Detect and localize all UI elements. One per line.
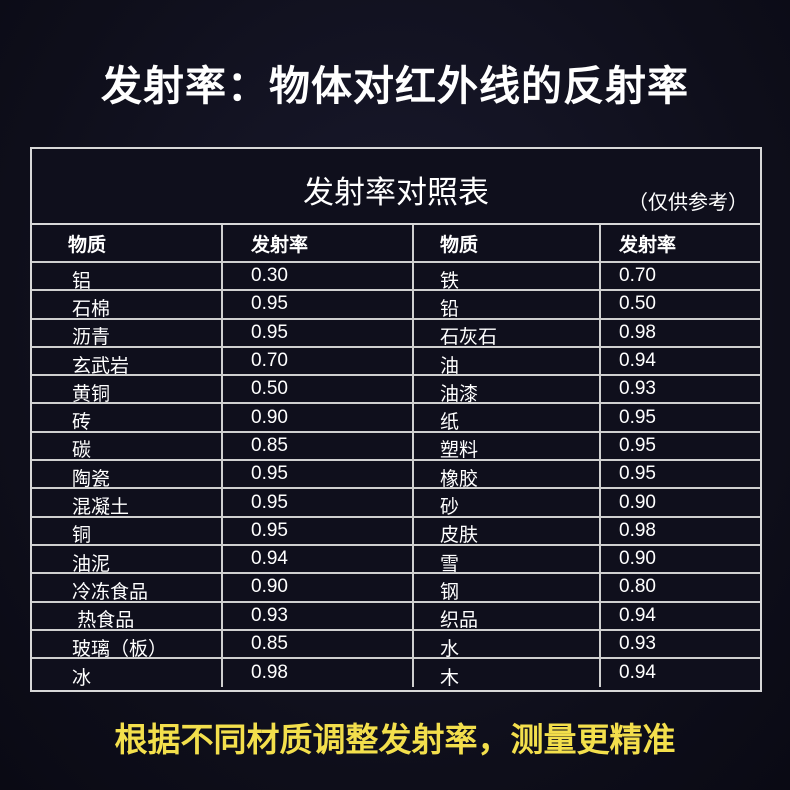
headline: 发射率：物体对红外线的反射率 (101, 63, 689, 109)
emissivity-cell: 0.95 (223, 489, 414, 516)
material-cell: 冰 (32, 659, 223, 689)
material-cell: 油漆 (414, 376, 601, 405)
emissivity-cell: 0.94 (223, 545, 414, 573)
table-row: 玻璃（板） 0.85 水 0.93 (32, 630, 760, 660)
material-cell: 塑料 (414, 432, 601, 461)
emissivity-table: 发射率对照表 （仅供参考） 物质 发射率 物质 发射率 铝 0.30 铁 0.70 石棉… (30, 147, 762, 692)
emissivity-cell: 0.80 (619, 576, 656, 598)
material-cell: 铜 (32, 517, 223, 546)
emissivity-cell: 0.30 (223, 263, 414, 290)
emissivity-cell: 0.95 (223, 291, 414, 318)
material-cell: 石灰石 (414, 319, 601, 348)
emissivity-cell: 0.90 (619, 548, 656, 570)
material-cell: 油 (414, 347, 601, 377)
material-cell: 碳 (32, 432, 223, 461)
table-header-row: 物质 发射率 物质 发射率 (32, 225, 760, 263)
material-cell: 钢 (414, 574, 601, 603)
header-emissivity-1: 发射率 (223, 225, 414, 261)
table-title: 发射率对照表 (303, 175, 489, 210)
emissivity-cell: 0.50 (223, 376, 414, 403)
material-cell: 木 (414, 659, 601, 689)
emissivity-cell: 0.94 (619, 662, 656, 684)
emissivity-cell: 0.90 (619, 491, 656, 513)
material-cell: 织品 (414, 602, 601, 631)
emissivity-cell: 0.95 (223, 319, 414, 346)
material-cell: 铅 (414, 291, 601, 320)
emissivity-cell: 0.95 (223, 517, 414, 544)
emissivity-cell: 0.95 (223, 461, 414, 488)
table-row: 沥青 0.95 石灰石 0.98 (32, 319, 760, 348)
material-cell: 铝 (32, 263, 223, 292)
emissivity-cell: 0.50 (619, 293, 656, 315)
emissivity-cell: 0.93 (619, 633, 656, 654)
material-cell: 热食品 (32, 602, 223, 631)
table-row: 玄武岩 0.70 油 0.94 (32, 347, 760, 377)
emissivity-cell: 0.85 (223, 432, 414, 460)
emissivity-cell: 0.95 (619, 463, 656, 485)
table-row: 碳 0.85 塑料 0.95 (32, 432, 760, 461)
emissivity-cell: 0.93 (223, 602, 414, 629)
material-cell: 混凝土 (32, 489, 223, 518)
emissivity-cell: 0.95 (619, 406, 656, 428)
material-cell: 玻璃（板） (32, 630, 223, 660)
table-row: 冰 0.98 木 0.94 (32, 659, 760, 689)
table-grid: 物质 发射率 物质 发射率 铝 0.30 铁 0.70 石棉 0.95 铅 0.50 沥青 0.9… (32, 225, 760, 689)
table-row: 砖 0.90 纸 0.95 (32, 404, 760, 433)
table-row: 铜 0.95 皮肤 0.98 (32, 517, 760, 546)
material-cell: 石棉 (32, 291, 223, 320)
header-material-2: 物质 (414, 225, 601, 261)
material-cell: 砂 (414, 489, 601, 518)
table-title-row: 发射率对照表 （仅供参考） (32, 149, 760, 225)
table-note: （仅供参考） (628, 192, 748, 214)
table-row: 黄铜 0.50 油漆 0.93 (32, 376, 760, 405)
table-row: 石棉 0.95 铅 0.50 (32, 291, 760, 320)
table-row: 铝 0.30 铁 0.70 (32, 263, 760, 292)
material-cell: 纸 (414, 404, 601, 433)
material-cell: 冷冻食品 (32, 574, 223, 603)
emissivity-cell: 0.95 (619, 434, 656, 456)
material-cell: 油泥 (32, 545, 223, 575)
material-cell: 雪 (414, 545, 601, 575)
emissivity-cell: 0.93 (619, 378, 656, 400)
material-cell: 橡胶 (414, 461, 601, 490)
table-row: 混凝土 0.95 砂 0.90 (32, 489, 760, 518)
material-cell: 陶瓷 (32, 461, 223, 490)
material-cell: 水 (414, 630, 601, 660)
emissivity-cell: 0.70 (619, 265, 656, 287)
emissivity-cell: 0.90 (223, 574, 414, 601)
emissivity-cell: 0.98 (619, 519, 656, 541)
table-row: 油泥 0.94 雪 0.90 (32, 545, 760, 575)
material-cell: 黄铜 (32, 376, 223, 405)
emissivity-cell: 0.98 (223, 659, 414, 688)
emissivity-cell: 0.90 (223, 404, 414, 431)
table-row: 冷冻食品 0.90 钢 0.80 (32, 574, 760, 603)
emissivity-cell: 0.85 (223, 630, 414, 658)
table-row: 热食品 0.93 织品 0.94 (32, 602, 760, 631)
footer-slogan: 根据不同材质调整发射率，测量更精准 (114, 721, 676, 758)
material-cell: 沥青 (32, 319, 223, 348)
emissivity-cell: 0.94 (619, 604, 656, 626)
header-emissivity-2: 发射率 (619, 234, 677, 256)
material-cell: 砖 (32, 404, 223, 433)
emissivity-cell: 0.98 (619, 321, 656, 343)
emissivity-cell: 0.70 (223, 347, 414, 375)
header-material-1: 物质 (32, 225, 223, 261)
material-cell: 皮肤 (414, 517, 601, 546)
emissivity-cell: 0.94 (619, 350, 656, 372)
material-cell: 玄武岩 (32, 347, 223, 377)
table-row: 陶瓷 0.95 橡胶 0.95 (32, 461, 760, 490)
material-cell: 铁 (414, 263, 601, 292)
